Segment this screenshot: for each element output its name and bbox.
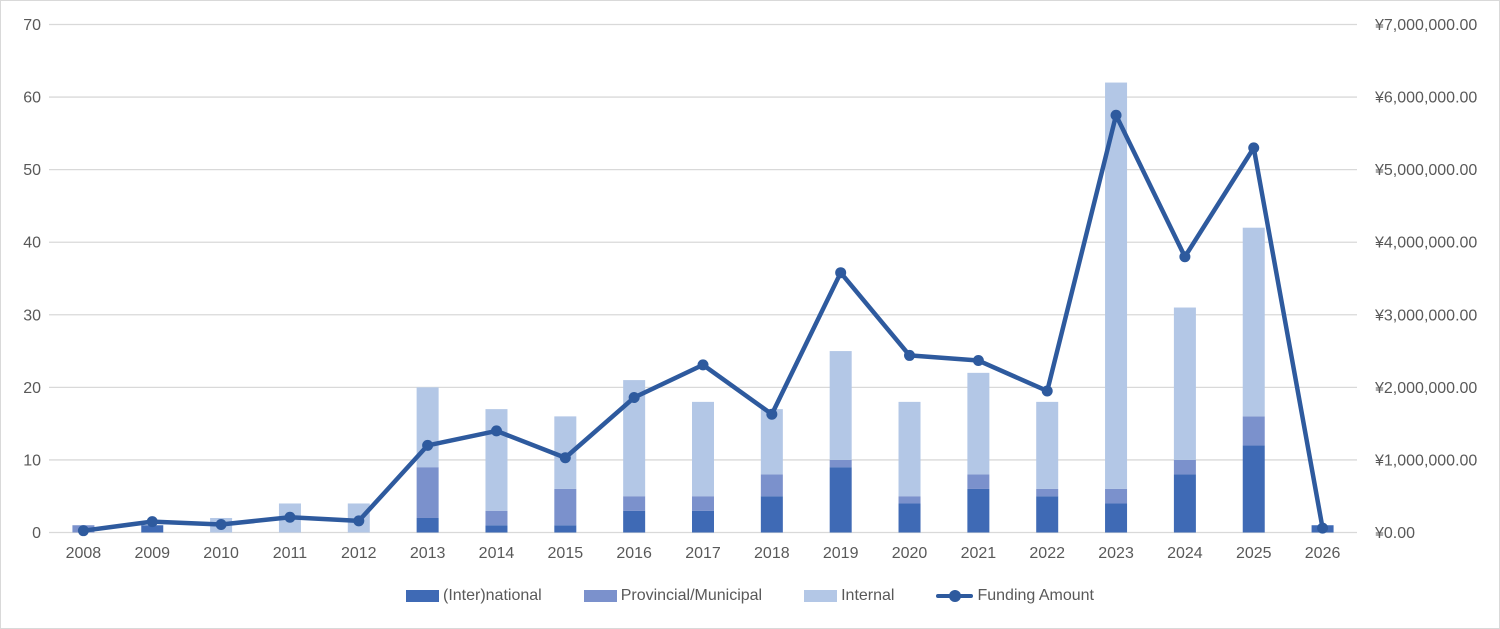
stacked-bars bbox=[72, 82, 1334, 533]
svg-text:2024: 2024 bbox=[1167, 545, 1203, 562]
svg-text:2008: 2008 bbox=[66, 545, 102, 562]
funding-amount-line bbox=[77, 109, 1329, 537]
legend-item-provincial-municipal: Provincial/Municipal bbox=[583, 587, 763, 605]
svg-text:¥7,000,000.00: ¥7,000,000.00 bbox=[1374, 17, 1477, 34]
svg-text:2017: 2017 bbox=[685, 545, 721, 562]
legend-swatch-funding-amount bbox=[936, 590, 974, 602]
svg-text:¥5,000,000.00: ¥5,000,000.00 bbox=[1374, 162, 1477, 179]
svg-text:¥2,000,000.00: ¥2,000,000.00 bbox=[1374, 380, 1477, 397]
svg-text:2015: 2015 bbox=[548, 545, 584, 562]
legend-item-internal: Internal bbox=[804, 587, 894, 605]
svg-text:¥4,000,000.00: ¥4,000,000.00 bbox=[1374, 235, 1477, 252]
svg-text:2019: 2019 bbox=[823, 545, 859, 562]
x-axis-tick-labels: 2008 2009 2010 2011 2012 2013 2014 2015 2016 2017… bbox=[66, 545, 1341, 562]
legend-item-international: (Inter)national bbox=[405, 587, 542, 605]
svg-text:40: 40 bbox=[23, 235, 41, 252]
svg-text:20: 20 bbox=[23, 380, 41, 397]
svg-text:2023: 2023 bbox=[1098, 545, 1134, 562]
svg-text:2014: 2014 bbox=[479, 545, 515, 562]
svg-text:2010: 2010 bbox=[203, 545, 239, 562]
chart-legend: (Inter)national Provincial/Municipal Int… bbox=[1, 587, 1499, 605]
svg-text:2021: 2021 bbox=[961, 545, 997, 562]
svg-text:10: 10 bbox=[23, 452, 41, 469]
gridlines bbox=[49, 23, 1357, 534]
svg-text:2025: 2025 bbox=[1236, 545, 1272, 562]
svg-text:70: 70 bbox=[23, 17, 41, 34]
svg-text:2020: 2020 bbox=[892, 545, 928, 562]
legend-swatch-funding-amount-dot bbox=[948, 590, 961, 602]
svg-text:2022: 2022 bbox=[1029, 545, 1065, 562]
svg-text:2026: 2026 bbox=[1305, 545, 1341, 562]
svg-text:2011: 2011 bbox=[273, 545, 308, 562]
legend-label-internal: Internal bbox=[841, 587, 895, 604]
legend-swatch-provincial-municipal bbox=[583, 590, 617, 602]
svg-text:¥6,000,000.00: ¥6,000,000.00 bbox=[1374, 90, 1477, 107]
svg-text:¥0.00: ¥0.00 bbox=[1374, 525, 1415, 542]
svg-text:2009: 2009 bbox=[134, 545, 170, 562]
svg-text:2013: 2013 bbox=[410, 545, 446, 562]
legend-swatch-international bbox=[405, 590, 439, 602]
svg-text:0: 0 bbox=[32, 525, 41, 542]
svg-text:2016: 2016 bbox=[616, 545, 652, 562]
legend-swatch-internal bbox=[804, 590, 838, 602]
svg-text:2012: 2012 bbox=[341, 545, 377, 562]
left-axis-tick-labels: 0 10 20 30 40 50 60 70 bbox=[23, 17, 41, 542]
legend-item-funding-amount: Funding Amount bbox=[936, 587, 1094, 605]
svg-text:60: 60 bbox=[23, 90, 41, 107]
svg-text:50: 50 bbox=[23, 162, 41, 179]
right-axis-tick-labels: ¥0.00 ¥1,000,000.00 ¥2,000,000.00 ¥3,000,00… bbox=[1374, 17, 1477, 542]
svg-text:¥3,000,000.00: ¥3,000,000.00 bbox=[1374, 307, 1477, 324]
svg-text:¥1,000,000.00: ¥1,000,000.00 bbox=[1374, 452, 1477, 469]
legend-label-funding-amount: Funding Amount bbox=[977, 587, 1094, 604]
legend-label-international: (Inter)national bbox=[442, 587, 542, 604]
svg-text:30: 30 bbox=[23, 307, 41, 324]
svg-text:2018: 2018 bbox=[754, 545, 790, 562]
legend-label-provincial-municipal: Provincial/Municipal bbox=[620, 587, 763, 604]
